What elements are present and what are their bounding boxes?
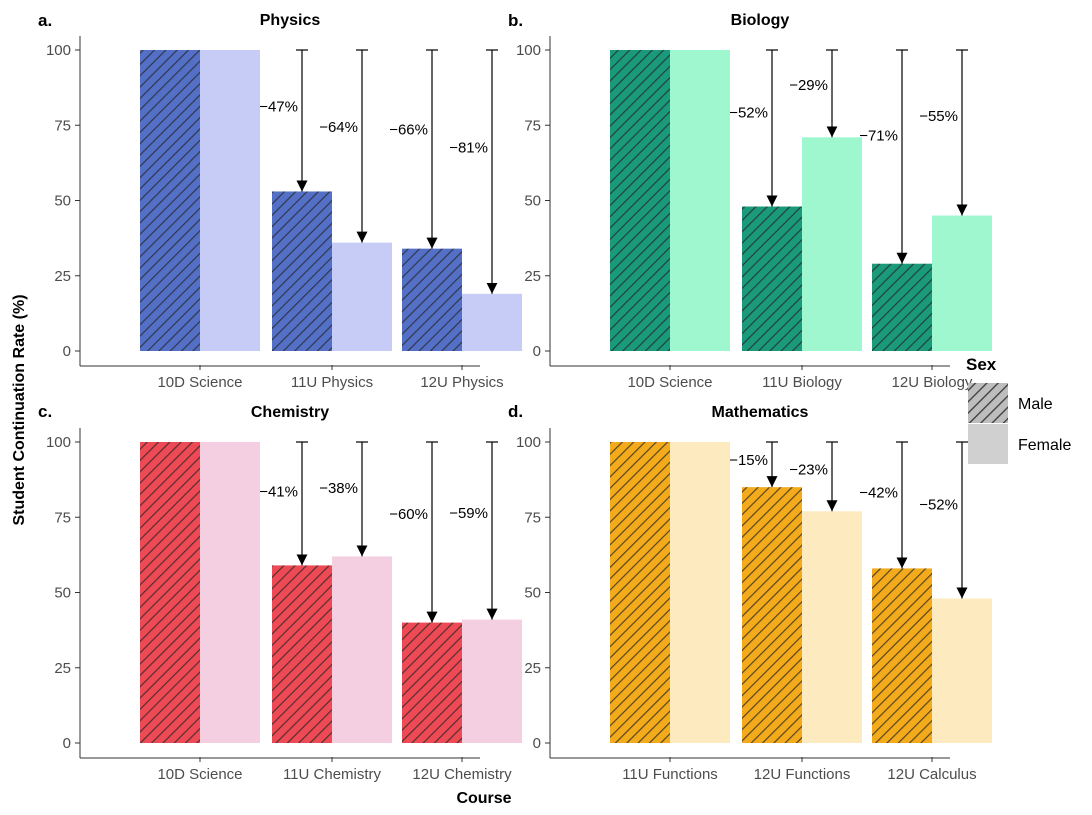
y-tick-label: 50 [54,585,71,602]
panel-title: Chemistry [251,404,329,421]
y-tick-label: 75 [54,509,71,526]
bar-male [610,50,670,351]
change-label: −55% [919,108,958,125]
y-tick-label: 50 [524,585,541,602]
y-axis-title: Student Continuation Rate (%) [11,294,28,525]
legend-key-male [968,383,1008,423]
change-label: −60% [389,506,428,523]
change-label: −42% [859,485,898,502]
y-tick-label: 50 [54,193,71,210]
y-tick-label: 100 [516,42,541,59]
y-tick-label: 75 [524,509,541,526]
panel-tag: d. [508,402,523,421]
x-tick-label: 12U Calculus [887,766,976,783]
legend-label-female: Female [1018,437,1071,454]
change-label: −47% [259,99,298,116]
x-tick-label: 12U Physics [420,374,503,391]
y-tick-label: 100 [46,434,71,451]
bar-female [200,442,260,743]
panel-tag: c. [38,402,52,421]
x-tick-label: 11U Physics [291,374,373,391]
change-label: −66% [389,121,428,138]
bar-male [742,207,802,351]
change-label: −59% [449,505,488,522]
bar-female [802,137,862,351]
x-tick-label: 12U Chemistry [412,766,512,783]
legend-key-female [968,424,1008,464]
x-tick-label: 12U Biology [892,374,973,391]
bar-female [670,50,730,351]
y-tick-label: 50 [524,193,541,210]
change-label: −81% [449,140,488,157]
bar-male [272,191,332,351]
y-tick-label: 25 [524,268,541,285]
panel-title: Physics [260,12,321,29]
x-axis-title: Course [456,790,511,807]
bar-female [462,620,522,743]
x-tick-label: 11U Chemistry [283,766,382,783]
panel-chemistry: Chemistry c. 0 25 50 75 100 10D Science 11U Chem… [38,402,522,783]
bar-female [462,294,522,351]
y-tick-label: 75 [524,117,541,134]
bar-female [332,243,392,351]
bar-male [872,568,932,743]
y-tick-label: 25 [524,660,541,677]
panel-tag: a. [38,11,52,30]
change-label: −64% [319,119,358,136]
panel-physics: Physics a. 0 25 50 75 100 10D Science 11U Physic… [38,11,522,391]
bar-female [670,442,730,743]
bar-male [610,442,670,743]
bar-male [140,442,200,743]
x-tick-label: 12U Functions [754,766,851,783]
change-label: −52% [729,105,768,122]
legend: Sex Male Female [966,355,1071,464]
legend-title: Sex [966,355,997,374]
y-tick-label: 25 [54,660,71,677]
y-tick-label: 25 [54,268,71,285]
change-label: −29% [789,77,828,94]
change-label: −38% [319,480,358,497]
x-tick-label: 11U Functions [622,766,718,783]
x-tick-label: 10D Science [157,766,242,783]
legend-label-male: Male [1018,396,1053,413]
change-label: −23% [789,462,828,479]
panel-mathematics: Mathematics d. 0 25 50 75 100 11U Functions 12U … [508,402,992,783]
y-tick-label: 100 [46,42,71,59]
y-tick-label: 0 [533,343,541,360]
change-label: −71% [859,127,898,144]
panel-biology: Biology b. 0 25 50 75 100 10D Science 11U Biolog… [508,11,992,391]
bar-male [402,249,462,351]
bar-female [932,599,992,743]
bar-male [872,264,932,351]
bar-male [140,50,200,351]
bar-female [802,511,862,743]
x-tick-label: 11U Biology [762,374,842,391]
change-label: −52% [919,497,958,514]
bar-female [932,216,992,351]
y-tick-label: 0 [63,343,71,360]
change-label: −41% [259,483,298,500]
panel-tag: b. [508,11,523,30]
bar-male [272,565,332,743]
bar-male [742,487,802,743]
bar-female [332,556,392,743]
change-label: −15% [729,452,768,469]
y-tick-label: 0 [63,735,71,752]
x-tick-label: 10D Science [627,374,712,391]
panel-title: Biology [731,12,790,29]
bar-female [200,50,260,351]
x-tick-label: 10D Science [157,374,242,391]
y-tick-label: 75 [54,117,71,134]
y-tick-label: 100 [516,434,541,451]
panel-title: Mathematics [712,404,809,421]
y-tick-label: 0 [533,735,541,752]
bar-male [402,623,462,743]
